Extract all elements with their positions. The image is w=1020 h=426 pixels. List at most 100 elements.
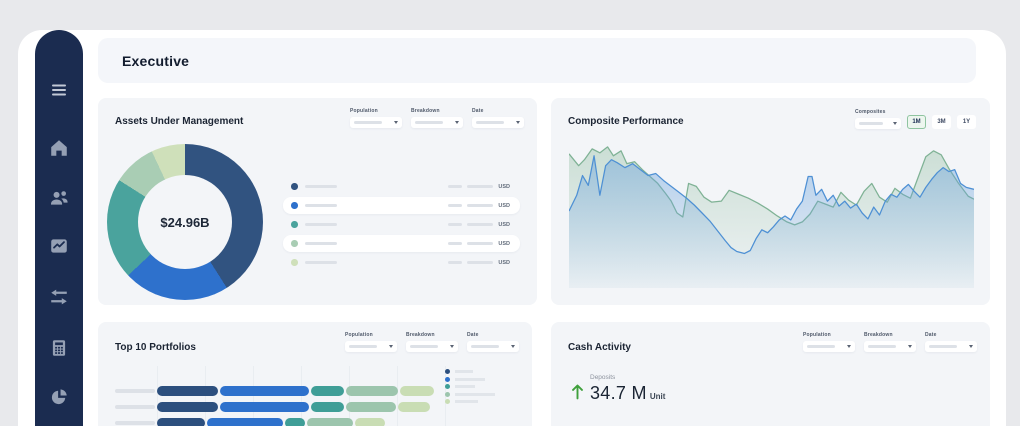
dropdown-placeholder	[476, 121, 504, 124]
composite-performance-chart	[569, 140, 974, 288]
chevron-down-icon	[516, 121, 520, 124]
dropdown-placeholder	[807, 345, 835, 348]
dropdown-placeholder	[471, 345, 499, 348]
breakdown-dropdown[interactable]	[411, 117, 463, 128]
currency-label: USD	[498, 240, 510, 247]
legend-value-placeholder	[448, 185, 463, 188]
home-icon[interactable]	[49, 138, 69, 158]
deposits-metric: Deposits 34.7 M Unit	[571, 374, 665, 404]
filter-label: Composites	[855, 109, 886, 115]
breakdown-dropdown[interactable]	[864, 341, 916, 352]
legend-dot	[445, 376, 450, 382]
legend-name-placeholder	[455, 400, 478, 404]
bar-segment	[355, 418, 385, 426]
legend-dot	[445, 384, 450, 390]
deposits-text: Deposits 34.7 M Unit	[590, 374, 665, 404]
bar-segment	[157, 402, 218, 412]
legend-dot	[291, 202, 298, 209]
filter-label: Breakdown	[406, 332, 435, 338]
filter-label: Population	[345, 332, 373, 338]
breakdown-dropdown[interactable]	[406, 341, 458, 352]
legend-amount-placeholder	[467, 261, 494, 264]
chevron-down-icon	[847, 345, 851, 348]
portfolios-legend-item	[445, 398, 495, 406]
legend-value-placeholder	[448, 204, 463, 207]
aum-legend-row: USD	[283, 254, 520, 271]
filter-label: Date	[472, 108, 484, 114]
legend-dot	[291, 259, 298, 266]
card-composite-performance: Composite Performance Composites 1M 3M 1…	[551, 98, 990, 305]
currency-label: USD	[498, 183, 510, 190]
portfolio-name-placeholder	[115, 405, 155, 409]
aum-legend-row: USD	[283, 216, 520, 233]
legend-dot	[291, 183, 298, 190]
date-dropdown[interactable]	[925, 341, 977, 352]
sidebar	[35, 30, 83, 426]
population-dropdown[interactable]	[345, 341, 397, 352]
population-dropdown[interactable]	[350, 117, 402, 128]
bar-segment	[346, 402, 396, 412]
bar-segment	[220, 402, 309, 412]
chevron-down-icon	[908, 345, 912, 348]
legend-dot	[291, 221, 298, 228]
aum-legend-row: USD	[283, 178, 520, 195]
menu-icon[interactable]	[49, 80, 69, 100]
portfolios-bar-chart	[98, 386, 532, 426]
legend-name-placeholder	[304, 260, 337, 265]
chevron-down-icon	[969, 345, 973, 348]
page-header: Executive	[98, 38, 976, 83]
calculator-icon[interactable]	[49, 338, 69, 358]
gridlines	[157, 366, 457, 426]
chevron-down-icon	[511, 345, 515, 348]
legend-dot	[445, 369, 450, 375]
legend-name-placeholder	[455, 392, 495, 396]
aum-legend-row: USD	[283, 197, 520, 214]
card-title: Composite Performance	[568, 116, 684, 127]
portfolio-bar-row	[98, 402, 532, 412]
chevron-down-icon	[389, 345, 393, 348]
aum-donut-chart: $24.96B	[107, 144, 263, 300]
portfolios-legend	[445, 368, 495, 406]
portfolios-legend-item	[445, 368, 495, 376]
range-button-1m[interactable]: 1M	[907, 115, 926, 129]
filter-population: Population	[345, 332, 397, 352]
legend-value-placeholder	[448, 261, 463, 264]
deposits-unit: Unit	[649, 392, 666, 401]
filter-population: Population	[803, 332, 855, 352]
filter-label: Date	[925, 332, 937, 338]
bar-segment	[220, 386, 309, 396]
pie-chart-icon[interactable]	[49, 387, 69, 407]
filter-label: Breakdown	[411, 108, 440, 114]
portfolios-legend-item	[445, 376, 495, 384]
chevron-down-icon	[394, 121, 398, 124]
filter-label: Population	[350, 108, 378, 114]
card-title: Cash Activity	[568, 342, 631, 353]
transfers-icon[interactable]	[49, 287, 69, 307]
aum-legend-row: USD	[283, 235, 520, 252]
portfolio-chart-icon[interactable]	[49, 236, 69, 256]
page-title: Executive	[122, 52, 190, 69]
dropdown-placeholder	[868, 345, 896, 348]
range-button-1y[interactable]: 1Y	[957, 115, 976, 129]
population-dropdown[interactable]	[803, 341, 855, 352]
deposits-label: Deposits	[590, 374, 616, 381]
bar-segment	[346, 386, 398, 396]
portfolios-legend-item	[445, 383, 495, 391]
date-dropdown[interactable]	[467, 341, 519, 352]
legend-value-placeholder	[448, 223, 463, 226]
filter-label: Date	[467, 332, 479, 338]
composites-dropdown[interactable]	[855, 118, 901, 129]
legend-name-placeholder	[304, 222, 337, 227]
legend-dot	[291, 240, 298, 247]
bar-segment	[207, 418, 283, 426]
bar-segment	[157, 386, 218, 396]
users-icon[interactable]	[49, 188, 69, 208]
donut-hole: $24.96B	[138, 175, 232, 269]
chevron-down-icon	[893, 122, 897, 125]
date-dropdown[interactable]	[472, 117, 524, 128]
range-button-3m[interactable]: 3M	[932, 115, 951, 129]
card-top-10-portfolios: Top 10 Portfolios Population Breakdown Dat…	[98, 322, 532, 426]
dropdown-placeholder	[415, 121, 443, 124]
legend-amount-placeholder	[467, 242, 494, 245]
